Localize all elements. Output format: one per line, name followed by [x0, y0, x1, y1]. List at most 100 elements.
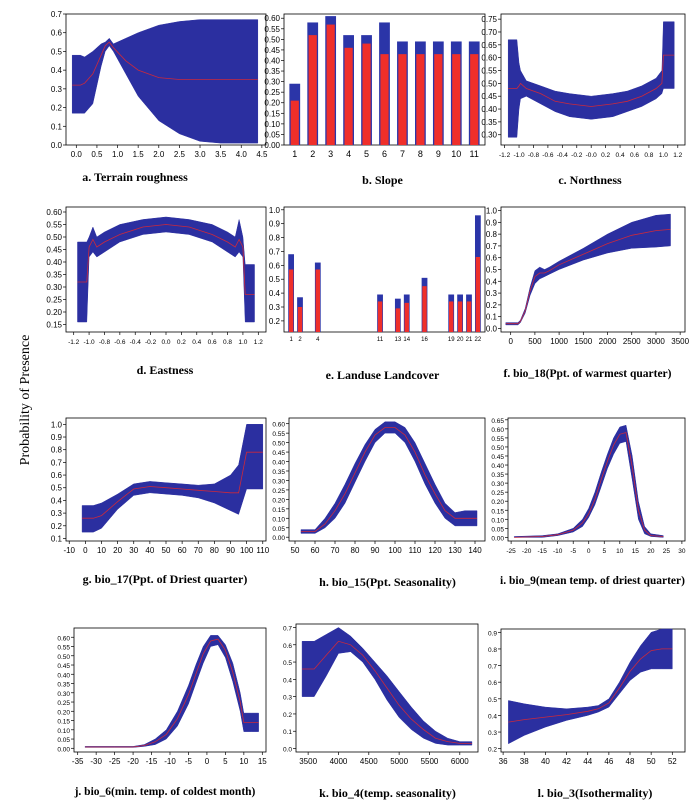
x-tick-label: 14 — [403, 337, 410, 343]
x-tick-label: 25 — [663, 548, 671, 555]
y-tick-label: 0.60 — [57, 635, 70, 642]
y-tick-label: 0.40 — [491, 463, 504, 470]
y-tick-label: 0.4 — [51, 496, 63, 505]
x-tick-label: 100 — [388, 546, 402, 555]
x-tick-label: 3.5 — [215, 150, 227, 159]
y-tick-label: 0.9 — [269, 220, 281, 229]
x-tick-label: 8 — [418, 149, 423, 159]
x-tick-label: -0.4 — [130, 339, 142, 346]
x-tick-label: 2500 — [623, 337, 641, 346]
confidence-band — [507, 21, 675, 138]
y-tick-label: 0.00 — [491, 535, 504, 542]
y-tick-label: 0.40 — [272, 460, 285, 467]
x-tick-label: 1500 — [574, 337, 592, 346]
x-tick-label: 3.0 — [194, 150, 206, 159]
x-tick-label: 10 — [616, 548, 624, 555]
y-tick-label: 0.6 — [51, 471, 63, 480]
x-tick-label: 20 — [457, 337, 464, 343]
plot-frame-e — [283, 206, 486, 333]
x-tick-label: -0.6 — [542, 152, 554, 159]
y-tick-label: 1.0 — [269, 206, 281, 215]
x-tick-label: 5 — [364, 149, 369, 159]
x-tick-label: 1.0 — [112, 150, 124, 159]
x-tick-label: 5 — [223, 757, 228, 766]
y-tick-label: 0.9 — [51, 433, 63, 442]
x-tick-label: -10 — [164, 757, 176, 766]
caption-j: j. bio_6(min. temp. of coldest month) — [74, 786, 256, 798]
y-tick-label: 0.40 — [481, 105, 497, 114]
x-tick-label: 110 — [256, 546, 269, 555]
x-tick-label: 30 — [129, 546, 138, 555]
x-tick-label: -0.6 — [114, 339, 126, 346]
x-tick-label: 0.4 — [192, 339, 201, 346]
x-tick-label: 10 — [451, 149, 461, 159]
x-tick-label: -20 — [127, 757, 139, 766]
caption-a: a. Terrain roughness — [82, 170, 188, 184]
y-tick-label: 0.60 — [264, 14, 280, 23]
y-tick-label: 0.25 — [57, 700, 70, 707]
x-tick-label: 0.0 — [161, 339, 170, 346]
y-tick-label: 0.30 — [264, 78, 280, 87]
x-tick-label: 40 — [145, 546, 154, 555]
y-tick-label: 0.30 — [57, 691, 70, 698]
x-tick-label: -15 — [146, 757, 158, 766]
y-tick-label: 0.2 — [486, 301, 498, 310]
y-tick-label: 0.55 — [491, 436, 504, 443]
y-tick-label: 0.5 — [488, 697, 497, 704]
y-tick-label: 0.05 — [272, 526, 285, 533]
panel-h-bio15: 0.00 0.05 0.10 0.15 0.20 0.25 0.30 0.35 0.40 0.45… — [272, 417, 486, 589]
confidence-band — [77, 216, 255, 323]
y-tick-label: 0.50 — [272, 441, 285, 448]
y-tick-label: 0.65 — [481, 41, 497, 50]
x-tick-label: 0.2 — [177, 339, 186, 346]
x-tick-label: 110 — [409, 546, 422, 555]
y-tick-label: 0.15 — [264, 109, 280, 118]
y-tick-label: 0.8 — [486, 230, 498, 239]
x-tick-label: -15 — [537, 548, 547, 555]
caption-h: h. bio_15(Ppt. Seasonality) — [319, 575, 456, 589]
x-tick-label: 2000 — [599, 337, 617, 346]
y-tick-label: 0.00 — [272, 535, 285, 542]
y-tick-label: 0.7 — [269, 247, 281, 256]
bar-mean — [457, 301, 463, 332]
x-tick-label: 5 — [602, 548, 606, 555]
x-tick-label: 36 — [499, 757, 508, 766]
panel-f-bio18: 0.0 0.1 0.2 0.3 0.4 0.5 0.6 0.7 0.8 0.9 1.0 0 500 100… — [0, 0, 697, 400]
y-tick-label: 0.6 — [269, 261, 281, 270]
y-tick-label: 0.4 — [269, 289, 281, 298]
y-tick-label: 0.2 — [488, 747, 497, 754]
x-tick-label: 9 — [436, 149, 441, 159]
bar-mean — [395, 308, 401, 332]
y-tick-label: 0.1 — [51, 122, 63, 131]
y-tick-label: 0.4 — [51, 66, 63, 75]
plot-frame-l — [500, 628, 686, 753]
bar-mean — [466, 301, 472, 332]
y-tick-label: 0.35 — [264, 67, 280, 76]
y-tick-label: 0.20 — [57, 709, 70, 716]
y-tick-label: 0.30 — [46, 283, 62, 292]
x-tick-label: 4.5 — [256, 150, 268, 159]
x-tick-label: 1 — [292, 149, 297, 159]
x-tick-label: 0.8 — [644, 152, 653, 159]
y-tick-label: 0.35 — [272, 469, 285, 476]
caption-c: c. Northness — [558, 173, 622, 187]
x-tick-label: 3000 — [647, 337, 665, 346]
y-tick-label: 0.5 — [51, 484, 63, 493]
y-tick-label: 0.50 — [57, 654, 70, 661]
y-tick-label: 0.05 — [491, 526, 504, 533]
x-tick-label: 20 — [113, 546, 122, 555]
plot-frame-c — [500, 13, 686, 146]
y-tick-label: 0.40 — [46, 258, 62, 267]
mean-line — [85, 638, 259, 748]
y-tick-label: 0.30 — [491, 481, 504, 488]
y-tick-label: 0.00 — [57, 746, 70, 753]
y-tick-label: 0.15 — [46, 321, 62, 330]
panel-g-bio17: 0.1 0.2 0.3 0.4 0.5 0.6 0.7 0.8 0.9 1.0 -10 0 10 20 30… — [0, 0, 270, 600]
y-tick-label: 0.7 — [488, 664, 497, 671]
caption-i: i. bio_9(mean temp. of driest quarter) — [500, 575, 685, 587]
y-tick-label: 0.20 — [264, 99, 280, 108]
